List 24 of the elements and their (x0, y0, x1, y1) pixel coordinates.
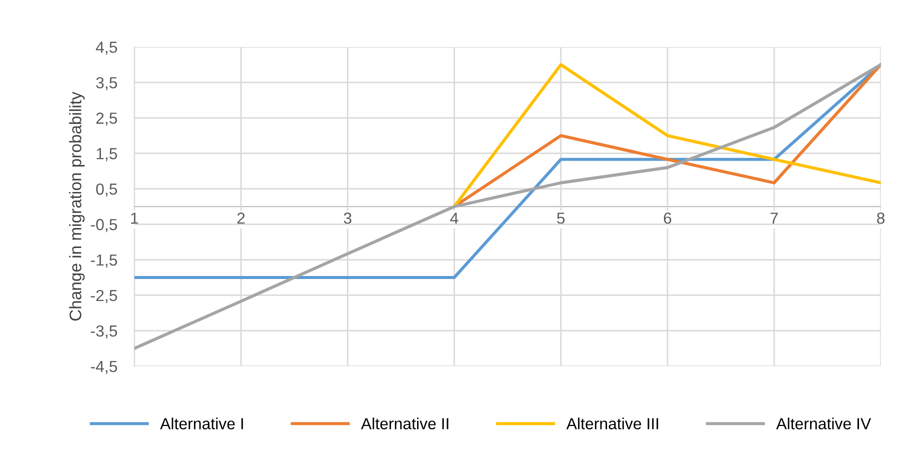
y-tick-label: -4,5 (90, 360, 118, 374)
y-tick-label: 3,5 (96, 77, 118, 90)
legend-label: Alternative I (160, 418, 243, 430)
x-tick-label: 5 (557, 212, 565, 224)
y-tick-label: 4,5 (96, 42, 118, 55)
legend-label: Alternative II (361, 418, 448, 430)
x-tick-label: 8 (877, 212, 885, 224)
y-axis-title: Change in migration probability (69, 92, 85, 321)
x-tick-label: 7 (770, 212, 778, 224)
y-tick-label: -3,5 (90, 325, 118, 339)
x-tick-label: 2 (237, 212, 245, 224)
y-tick-label: 1,5 (96, 148, 118, 162)
x-tick-label: 4 (450, 212, 458, 224)
legend-label: Alternative IV (776, 418, 872, 430)
legend-label: Alternative III (566, 418, 658, 430)
y-tick-label: -1,5 (90, 254, 118, 268)
y-tick-label: 2,5 (96, 112, 118, 126)
x-tick-label: 3 (344, 212, 352, 224)
x-tick-label: 1 (131, 212, 138, 224)
x-tick-label: 6 (664, 212, 672, 224)
y-tick-label: -2,5 (90, 290, 118, 304)
line-series (452, 63, 881, 208)
y-tick-label: -0,5 (90, 218, 118, 232)
y-tick-label: 0,5 (96, 183, 118, 197)
